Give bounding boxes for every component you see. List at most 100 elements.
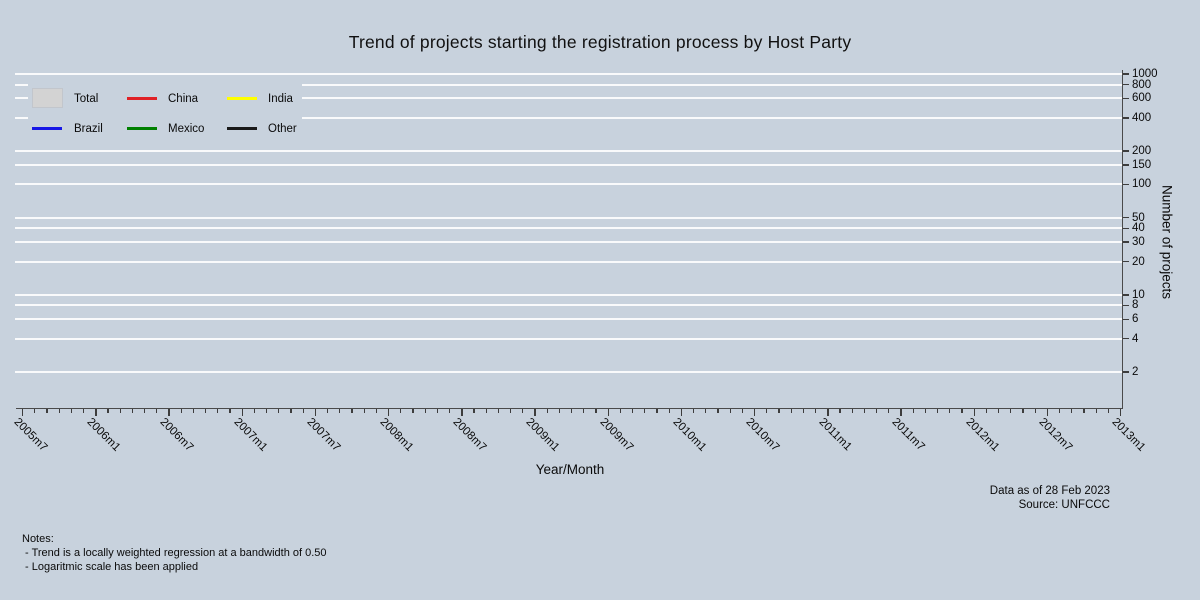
x-axis-minor-tick	[327, 409, 329, 413]
x-axis-minor-tick	[546, 409, 548, 413]
x-axis-minor-tick	[583, 409, 585, 413]
legend-label-other: Other	[268, 122, 297, 135]
legend-swatch-total	[32, 88, 63, 108]
y-tick-label: 50	[1132, 211, 1145, 224]
y-axis-tick	[1122, 337, 1129, 340]
x-axis-tick	[607, 409, 609, 416]
legend-label-total: Total	[74, 92, 99, 105]
x-axis-minor-tick	[790, 409, 792, 413]
x-axis-minor-tick	[412, 409, 414, 413]
x-axis-minor-tick	[205, 409, 207, 413]
legend-swatch-china	[127, 97, 157, 100]
x-axis-minor-tick	[180, 409, 182, 413]
x-tick-label: 2010m7	[743, 416, 782, 454]
x-axis-minor-tick	[717, 409, 719, 413]
legend-label-brazil: Brazil	[74, 122, 103, 135]
x-tick-label: 2013m1	[1109, 416, 1148, 454]
x-axis-minor-tick	[510, 409, 512, 413]
x-axis-minor-tick	[876, 409, 878, 413]
x-tick-label: 2006m1	[84, 416, 123, 454]
x-axis-minor-tick	[778, 409, 780, 413]
y-gridline	[15, 227, 1122, 230]
y-gridline	[15, 116, 1122, 119]
x-axis-minor-tick	[839, 409, 841, 413]
y-tick-label: 150	[1132, 158, 1152, 171]
y-gridline	[15, 216, 1122, 219]
x-axis-minor-tick	[851, 409, 853, 413]
x-tick-label: 2012m7	[1036, 416, 1075, 454]
y-gridline	[15, 337, 1122, 340]
x-axis-minor-tick	[522, 409, 524, 413]
x-tick-label: 2012m1	[963, 416, 1001, 454]
x-axis-minor-tick	[985, 409, 987, 413]
x-axis-minor-tick	[558, 409, 560, 413]
y-gridline	[15, 318, 1122, 321]
y-tick-label: 30	[1132, 236, 1145, 249]
x-axis-minor-tick	[1022, 409, 1024, 413]
legend-label-mexico: Mexico	[168, 122, 205, 135]
x-axis-minor-tick	[888, 409, 890, 413]
x-axis-minor-tick	[1059, 409, 1061, 413]
x-axis-tick	[1120, 409, 1122, 416]
x-axis-minor-tick	[424, 409, 426, 413]
x-tick-label: 2006m7	[157, 416, 196, 454]
x-axis-minor-tick	[998, 409, 1000, 413]
x-axis-minor-tick	[961, 409, 963, 413]
legend-swatch-other	[227, 127, 257, 130]
x-axis-minor-tick	[632, 409, 634, 413]
y-axis-tick	[1122, 227, 1129, 230]
x-axis-minor-tick	[192, 409, 194, 413]
x-axis-minor-tick	[619, 409, 621, 413]
y-gridline	[15, 241, 1122, 244]
x-axis-tick	[900, 409, 902, 416]
x-axis-minor-tick	[70, 409, 72, 413]
x-axis-minor-tick	[253, 409, 255, 413]
x-axis-minor-tick	[802, 409, 804, 413]
x-axis-minor-tick	[351, 409, 353, 413]
x-axis-line	[16, 407, 1123, 410]
x-axis-title: Year/Month	[535, 462, 605, 477]
x-axis-minor-tick	[1083, 409, 1085, 413]
y-axis-tick	[1122, 183, 1129, 186]
x-axis-minor-tick	[571, 409, 573, 413]
x-axis-tick	[827, 409, 829, 416]
x-axis-minor-tick	[34, 409, 36, 413]
x-tick-label: 2005m7	[11, 416, 50, 454]
y-axis-tick	[1122, 260, 1129, 263]
x-axis-minor-tick	[473, 409, 475, 413]
x-tick-label: 2011m1	[816, 416, 854, 454]
x-axis-tick	[680, 409, 683, 416]
x-tick-label: 2009m7	[597, 416, 635, 454]
x-axis-minor-tick	[290, 409, 292, 413]
x-tick-label: 2009m1	[523, 416, 562, 454]
x-axis-minor-tick	[131, 409, 133, 413]
x-axis-minor-tick	[912, 409, 914, 413]
x-axis-minor-tick	[375, 409, 377, 413]
x-axis-tick	[95, 409, 97, 416]
y-axis-tick	[1122, 150, 1129, 152]
y-axis-tick	[1122, 318, 1129, 321]
x-axis-tick	[1046, 409, 1049, 416]
x-axis-minor-tick	[729, 409, 731, 413]
x-axis-minor-tick	[119, 409, 121, 413]
y-axis-tick	[1122, 216, 1129, 219]
x-axis-minor-tick	[107, 409, 109, 413]
y-axis-tick	[1122, 97, 1129, 100]
x-axis-minor-tick	[1071, 409, 1073, 413]
x-tick-label: 2008m1	[377, 416, 416, 454]
y-gridline	[15, 73, 1122, 75]
y-gridline	[15, 183, 1122, 186]
x-axis-tick	[22, 409, 24, 416]
x-axis-minor-tick	[1095, 409, 1097, 413]
y-tick-label: 100	[1132, 178, 1152, 191]
x-axis-minor-tick	[863, 409, 865, 413]
x-axis-minor-tick	[705, 409, 707, 413]
x-axis-minor-tick	[1034, 409, 1036, 413]
x-axis-minor-tick	[937, 409, 939, 413]
y-axis-tick	[1122, 164, 1129, 166]
x-axis-minor-tick	[949, 409, 951, 413]
y-gridline	[15, 370, 1122, 373]
y-axis-tick	[1122, 73, 1129, 75]
y-axis-tick	[1122, 371, 1129, 373]
x-axis-minor-tick	[1107, 409, 1109, 413]
